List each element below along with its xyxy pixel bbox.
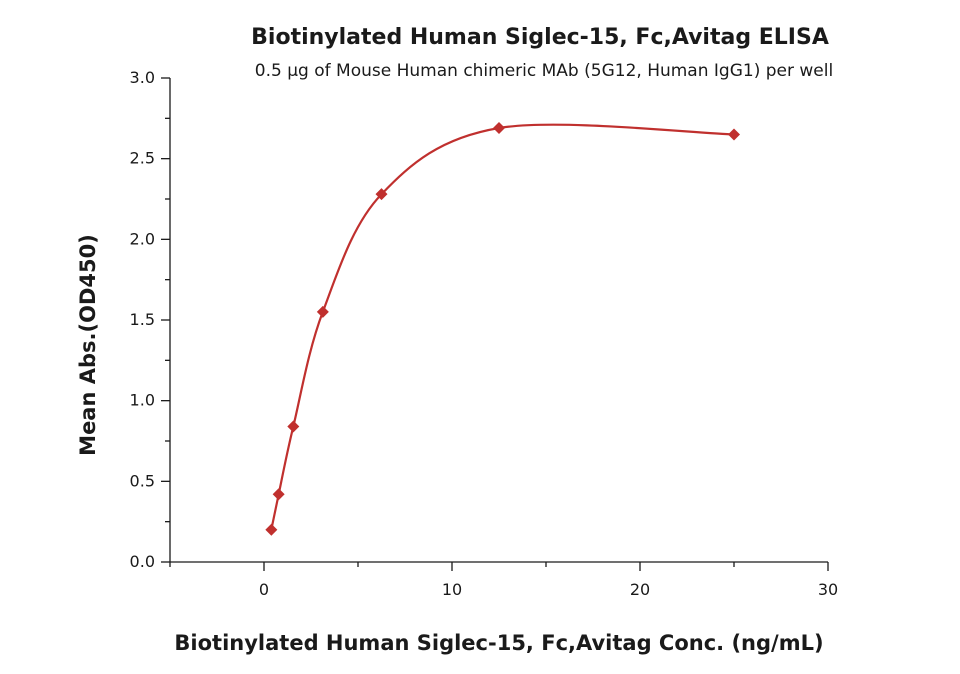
data-point: [375, 188, 388, 201]
x-tick-label: 10: [442, 580, 462, 599]
data-point: [272, 488, 285, 501]
y-tick-label: 0.0: [130, 552, 155, 571]
fit-curve: [270, 123, 735, 530]
data-point: [316, 305, 329, 318]
chart-subtitle: 0.5 µg of Mouse Human chimeric MAb (5G12…: [255, 61, 833, 81]
data-point: [728, 128, 740, 141]
y-tick-label: 1.0: [130, 391, 155, 410]
axes: [169, 78, 828, 563]
x-tick-label: 0: [259, 580, 269, 599]
data-point: [287, 420, 300, 433]
y-tick-label: 2.0: [130, 229, 155, 248]
ticks: 0.0 0.5 1.0 1.5 2.0 2.5 3.0 0 10 20 30: [130, 68, 839, 599]
x-tick-label: 20: [630, 580, 650, 599]
x-tick-label: 30: [818, 580, 838, 599]
fit-curve-layer: [270, 123, 735, 530]
x-axis-label: Biotinylated Human Siglec-15, Fc,Avitag …: [174, 631, 823, 655]
y-tick-label: 1.5: [130, 310, 155, 329]
data-point: [493, 122, 505, 135]
y-tick-label: 0.5: [130, 471, 155, 490]
y-tick-label: 3.0: [130, 68, 155, 87]
y-axis-label: Mean Abs.(OD450): [76, 234, 100, 456]
chart-title: Biotinylated Human Siglec-15, Fc,Avitag …: [251, 25, 829, 50]
data-points: [265, 122, 740, 536]
data-point: [265, 523, 278, 536]
y-tick-label: 2.5: [130, 149, 155, 168]
